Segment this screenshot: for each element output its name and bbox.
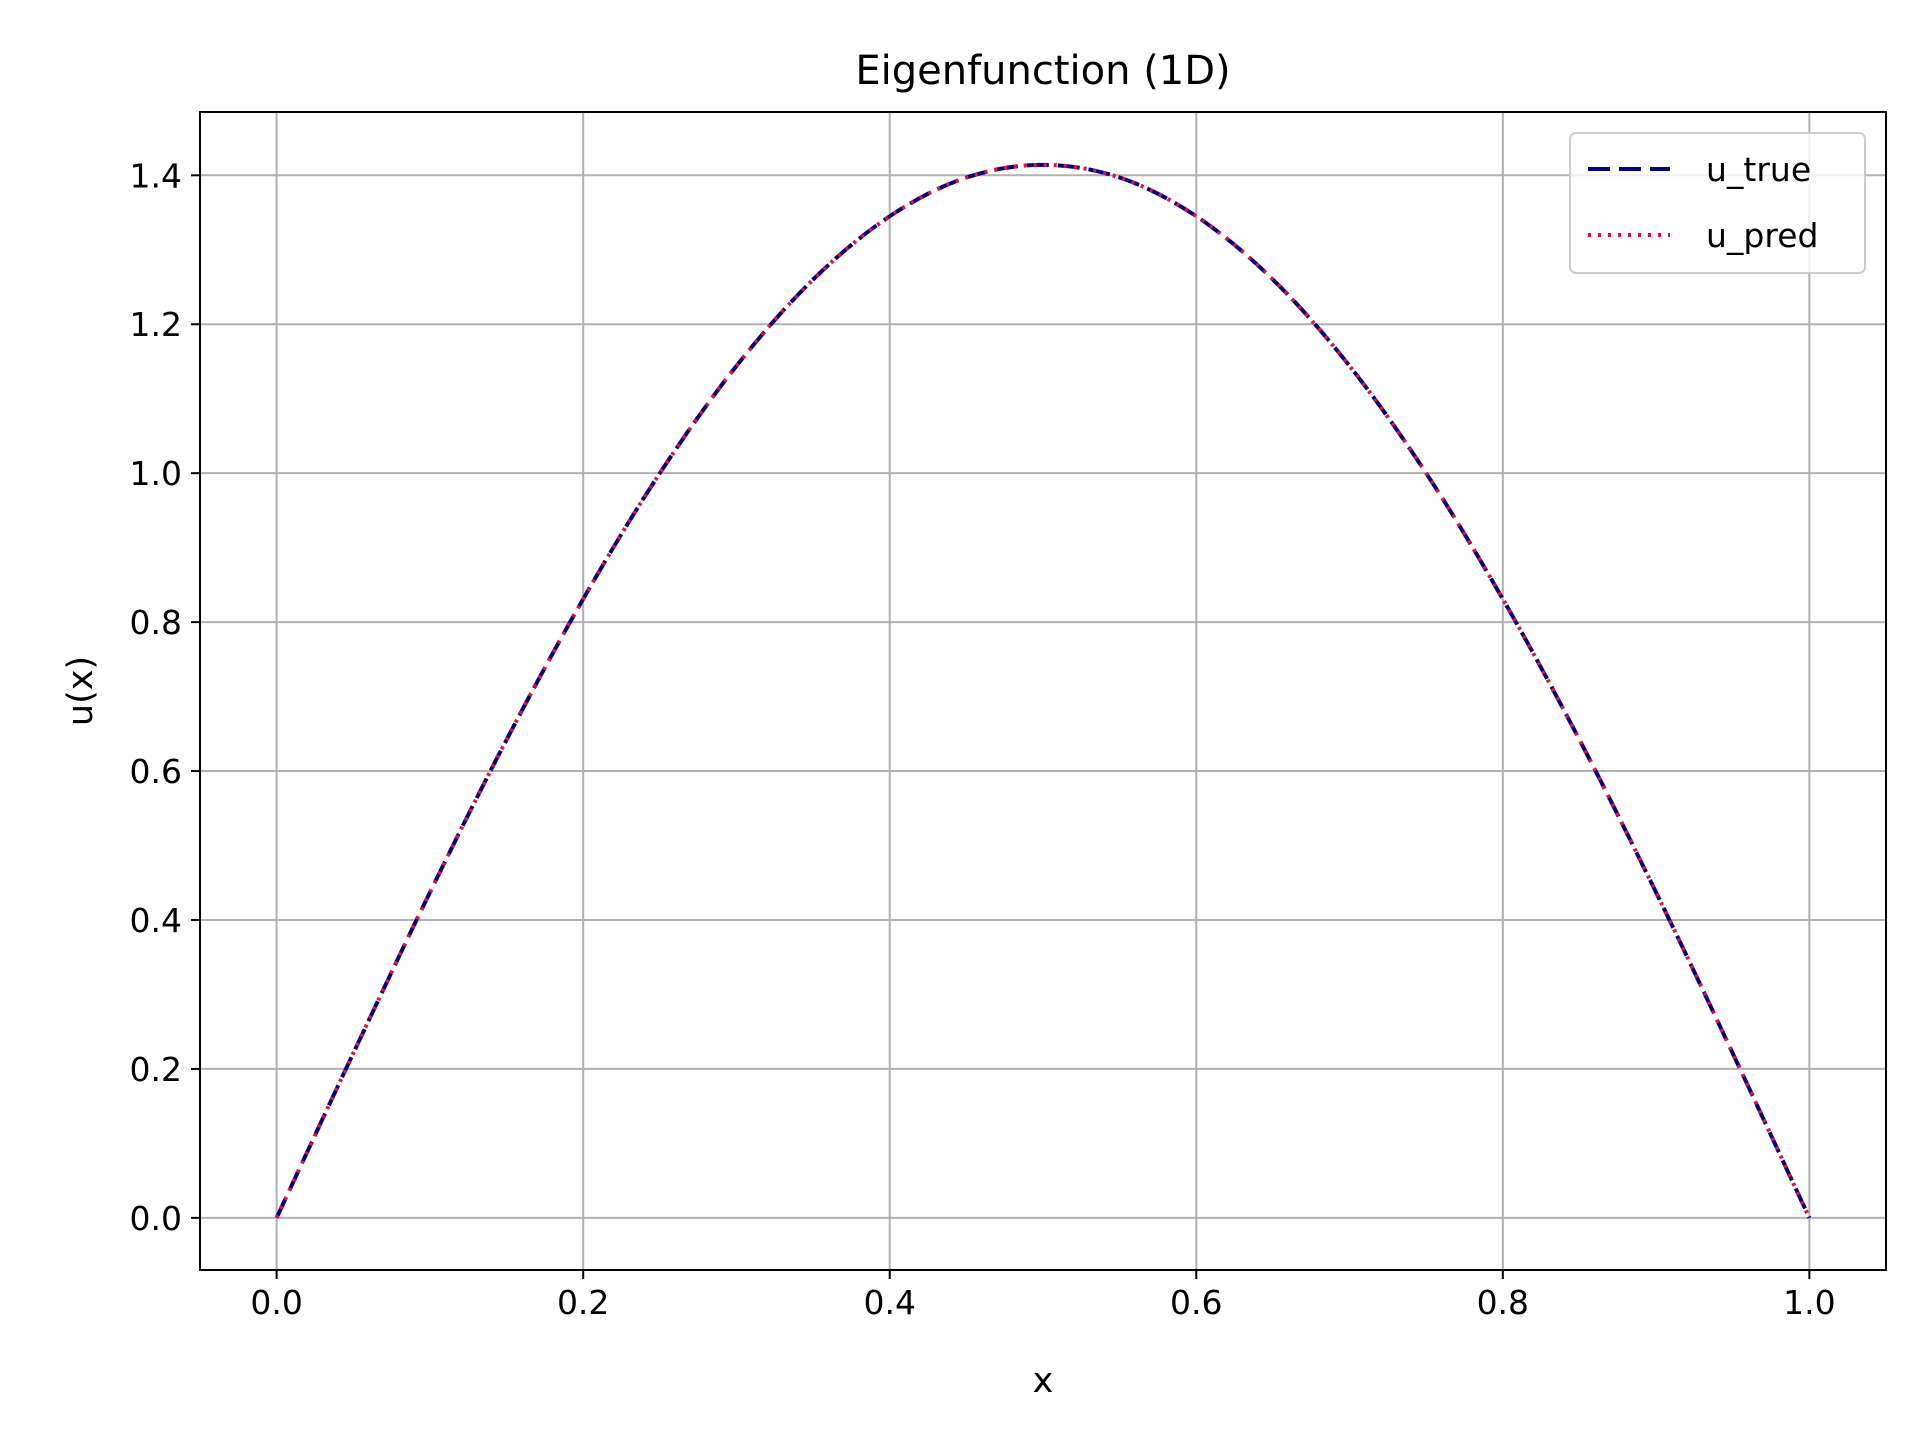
x-axis-label: x — [1033, 1361, 1054, 1401]
y-tick-label: 0.4 — [130, 901, 182, 940]
legend: u_true u_pred — [1569, 132, 1866, 274]
y-tick-label: 1.4 — [130, 156, 182, 195]
series-lines — [274, 162, 1812, 1219]
chart-title: Eigenfunction (1D) — [855, 48, 1230, 94]
x-tick-label: 0.0 — [250, 1283, 302, 1322]
x-tick-label: 1.0 — [1783, 1283, 1835, 1322]
legend-label-u-true: u_true — [1706, 150, 1811, 189]
y-axis-label: u(x) — [61, 656, 101, 726]
grid — [200, 112, 1886, 1270]
legend-box — [1569, 132, 1866, 274]
x-tick-label: 0.4 — [863, 1283, 915, 1322]
y-tick-label: 0.6 — [130, 752, 182, 791]
x-tick-label: 0.8 — [1477, 1283, 1529, 1322]
x-tick-label: 0.6 — [1170, 1283, 1222, 1322]
y-tick-label: 0.2 — [130, 1050, 182, 1089]
y-tick-label: 1.0 — [130, 454, 182, 493]
x-tick-label: 0.2 — [557, 1283, 609, 1322]
y-tick-label: 1.2 — [130, 305, 182, 344]
y-tick-label: 0.0 — [130, 1199, 182, 1238]
axis-ticks: 0.0 0.2 0.4 0.6 0.8 1.0 0.0 0.2 0.4 0.6 0.8 1.0 1.2 1… — [130, 156, 1836, 1322]
series-line-u-pred — [274, 162, 1812, 1219]
plot-area-frame — [199, 111, 1887, 1271]
legend-label-u-pred: u_pred — [1706, 216, 1818, 255]
y-tick-label: 0.8 — [130, 603, 182, 642]
